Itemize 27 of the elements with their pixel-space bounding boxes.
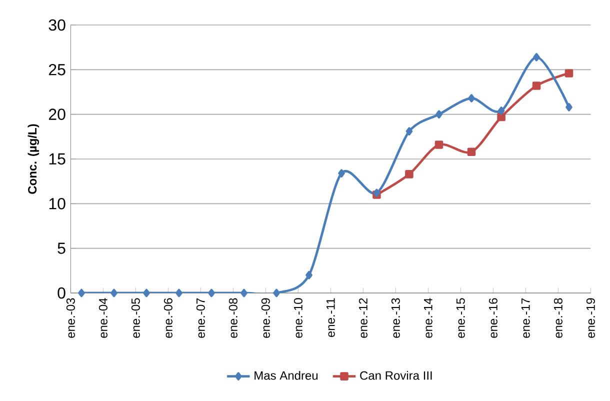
y-tick-label: 30 (48, 19, 66, 31)
x-tick-label: ene.-12 (358, 298, 368, 338)
x-tick-label: ene.-07 (196, 298, 205, 338)
x-tick-label: ene.-13 (391, 298, 400, 338)
x-tick-label: ene.-18 (554, 298, 562, 338)
y-tick-label: 25 (48, 64, 66, 76)
x-tick-label: ene.-10 (294, 298, 302, 338)
y-tick-label: 15 (49, 153, 66, 165)
x-tick-label: ene.-15 (456, 298, 465, 338)
x-tick-label: ene.-14 (424, 298, 432, 338)
y-tick-label: 10 (49, 198, 66, 210)
x-tick-label: ene.-16 (488, 298, 498, 338)
x-tick-label: ene.-09 (261, 298, 270, 338)
x-tick-label: ene.-03 (66, 298, 75, 338)
y-axis-title: Conc. (µg/L) (28, 124, 40, 194)
x-tick-label: ene.-11 (326, 298, 335, 338)
x-tick-label: ene.-06 (164, 298, 172, 338)
y-tick-label: 20 (48, 108, 66, 120)
legend-label: Mas Andreu (254, 370, 318, 380)
legend-label: Can Rovira III (360, 370, 432, 380)
x-tick-label: ene.-08 (228, 298, 238, 338)
x-tick-label: ene.-17 (521, 298, 530, 338)
x-tick-label: ene.-19 (586, 298, 595, 338)
x-tick-label: ene.-05 (131, 298, 140, 338)
y-tick-label: 5 (58, 242, 66, 254)
x-tick-label: ene.-04 (98, 298, 108, 338)
y-tick-label: 0 (58, 287, 66, 299)
